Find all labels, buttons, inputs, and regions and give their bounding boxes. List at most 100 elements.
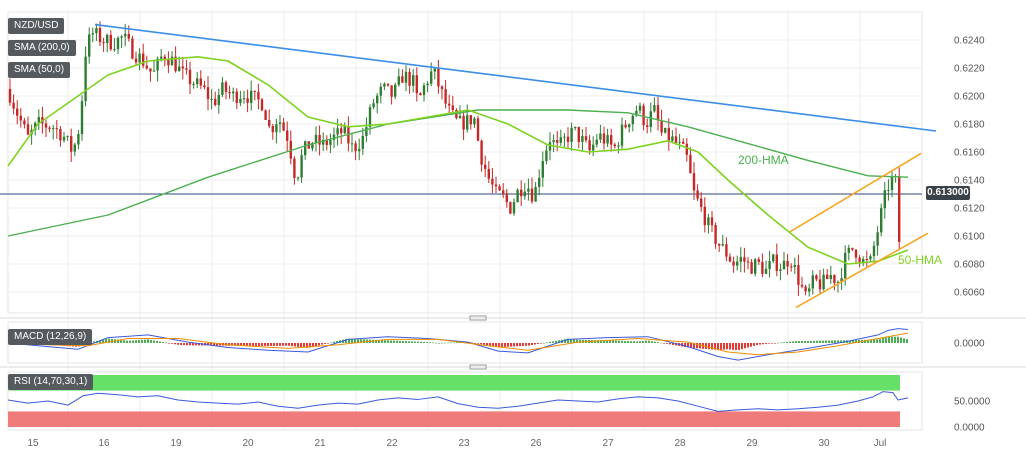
- macd-histogram-bar: [762, 343, 764, 345]
- candle-body: [113, 49, 116, 51]
- hma-50-line: [7, 56, 909, 265]
- macd-histogram-bar: [693, 343, 695, 348]
- candle-body: [8, 89, 12, 103]
- candle-body: [599, 133, 602, 140]
- candle-body: [206, 87, 210, 100]
- macd-label[interactable]: MACD (12,26,9): [8, 329, 93, 345]
- macd-histogram-bar: [654, 341, 656, 343]
- macd-histogram-bar: [378, 339, 380, 343]
- candle-body: [458, 115, 462, 119]
- macd-histogram-bar: [669, 343, 671, 345]
- candle-body: [473, 118, 476, 125]
- candle-body: [52, 128, 55, 130]
- macd-histogram-bar: [198, 343, 200, 346]
- macd-histogram-bar: [495, 343, 497, 347]
- candle-body: [77, 134, 80, 145]
- macd-y-tick-label: 0.0000: [954, 339, 985, 350]
- macd-histogram-bar: [396, 340, 398, 343]
- candle-body: [250, 90, 253, 103]
- candle-body: [638, 105, 642, 111]
- candle-body: [167, 59, 170, 66]
- macd-histogram-bar: [453, 342, 455, 344]
- macd-histogram-bar: [864, 339, 866, 343]
- macd-histogram-bar: [504, 343, 506, 347]
- candle-body: [628, 124, 631, 128]
- price-layer: [0, 21, 937, 309]
- macd-histogram-bar: [291, 343, 293, 347]
- legend-sma-50[interactable]: SMA (50,0): [8, 62, 71, 78]
- macd-histogram-bar: [390, 340, 392, 343]
- macd-histogram-bar: [483, 343, 485, 345]
- candle-body: [466, 115, 469, 130]
- macd-histogram-bar: [333, 341, 335, 343]
- candle-body: [59, 129, 62, 141]
- candle-body: [289, 140, 292, 159]
- macd-histogram-bar: [219, 343, 221, 346]
- candle-body: [721, 244, 724, 246]
- macd-histogram-bar: [417, 341, 419, 343]
- candle-body: [84, 56, 87, 102]
- candle-body: [851, 247, 854, 250]
- candle-body: [296, 177, 300, 179]
- macd-histogram-bar: [381, 340, 383, 343]
- macd-histogram-bar: [135, 340, 137, 343]
- y-tick-label: 0.6080: [954, 260, 985, 271]
- macd-histogram-bar: [312, 343, 314, 347]
- macd-histogram-bar: [684, 343, 686, 347]
- macd-histogram-bar: [102, 339, 104, 343]
- macd-histogram-bar: [474, 343, 476, 344]
- candle-body: [491, 178, 494, 185]
- x-tick-label: 15: [27, 438, 39, 449]
- macd-histogram-bar: [597, 340, 599, 343]
- macd-histogram-bar: [759, 343, 761, 345]
- candle-body: [768, 261, 771, 269]
- candle-body: [602, 133, 606, 144]
- macd-histogram-bar: [807, 340, 809, 343]
- candle-body: [746, 261, 750, 263]
- candle-body: [887, 189, 890, 191]
- macd-signal-line: [7, 332, 909, 356]
- candle-body: [372, 103, 375, 108]
- candle-body: [656, 105, 660, 121]
- macd-histogram-bar: [567, 338, 569, 343]
- x-tick-label: 26: [530, 438, 542, 449]
- rsi-panel-frame: [7, 371, 923, 431]
- macd-histogram-bar: [867, 339, 869, 343]
- macd-histogram-bar: [423, 341, 425, 343]
- candle-body: [682, 141, 685, 144]
- candle-body: [671, 136, 674, 141]
- candle-body: [253, 90, 256, 92]
- candle-body: [797, 265, 800, 285]
- macd-histogram-bar: [894, 336, 896, 343]
- legend-symbol[interactable]: NZD/USD: [8, 18, 65, 34]
- candle-body: [383, 83, 386, 87]
- candle-body: [786, 260, 789, 267]
- macd-histogram-bar: [768, 343, 770, 344]
- candle-body: [98, 27, 102, 43]
- candle-body: [44, 123, 48, 128]
- candle-body: [509, 202, 512, 214]
- candle-body: [354, 143, 357, 152]
- candle-body: [534, 186, 537, 202]
- macd-histogram-bar: [261, 343, 263, 346]
- x-tick-label: 27: [602, 438, 614, 449]
- candle-body: [264, 110, 267, 120]
- candle-body: [401, 76, 404, 83]
- candle-body: [883, 190, 886, 209]
- macd-histogram-bar: [879, 338, 881, 343]
- macd-histogram-bar: [129, 340, 131, 343]
- macd-histogram-bar: [501, 343, 503, 348]
- macd-histogram-bar: [282, 343, 284, 346]
- rsi-label[interactable]: RSI (14,70,30,1): [8, 374, 94, 390]
- candle-body: [732, 261, 735, 266]
- candle-body: [588, 140, 591, 151]
- x-tick-label: 28: [674, 438, 686, 449]
- candle-body: [570, 127, 573, 142]
- macd-histogram-bar: [210, 343, 212, 346]
- candle-body: [548, 142, 552, 151]
- legend-sma-200[interactable]: SMA (200,0): [8, 40, 76, 56]
- macd-histogram-bar: [351, 338, 353, 343]
- candle-body: [689, 154, 692, 174]
- candle-body: [844, 252, 847, 279]
- macd-histogram-bar: [144, 339, 146, 343]
